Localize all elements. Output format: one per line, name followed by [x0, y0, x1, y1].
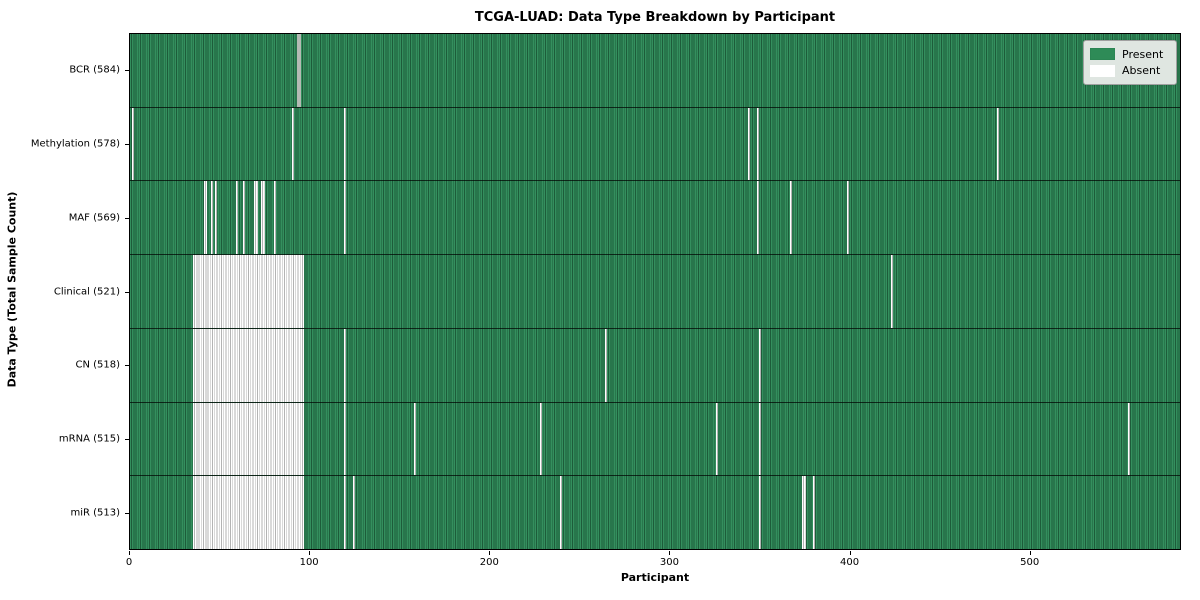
- absent-stripe: [352, 476, 355, 550]
- absent-stripe: [203, 181, 208, 255]
- heatmap-row: [130, 327, 1180, 402]
- absent-stripe: [847, 181, 850, 255]
- plot-area: [129, 33, 1181, 550]
- ytick-label: Methylation (578): [30, 138, 120, 150]
- ytick-label: MAF (569): [68, 212, 120, 224]
- xtick-label: 200: [479, 557, 499, 568]
- heatmap-row: [130, 106, 1180, 181]
- ytick-label: mRNA (515): [58, 433, 120, 445]
- absent-stripe: [243, 181, 246, 255]
- heatmap-row: [130, 475, 1180, 550]
- absent-stripe: [343, 402, 346, 476]
- absent-stripe: [716, 402, 719, 476]
- ytick-mark: [125, 291, 129, 293]
- absent-stripe: [210, 181, 213, 255]
- absent-stripe: [236, 181, 239, 255]
- legend-present-label: Present: [1122, 47, 1164, 61]
- ytick-mark: [125, 513, 129, 515]
- absent-stripe: [343, 107, 346, 181]
- xtick-label: 100: [299, 557, 319, 568]
- absent-stripe: [759, 476, 762, 550]
- absent-stripe: [757, 107, 760, 181]
- ytick-mark: [125, 365, 129, 367]
- absent-stripe: [343, 328, 346, 402]
- present-swatch-icon: [1090, 48, 1115, 61]
- xtick-mark: [669, 551, 671, 555]
- legend-entry-absent: Absent: [1090, 64, 1170, 77]
- absent-stripe: [131, 107, 134, 181]
- ytick-mark: [125, 217, 129, 219]
- absent-stripe: [996, 107, 999, 181]
- legend-entry-present: Present: [1090, 48, 1170, 61]
- heatmap-row: [130, 401, 1180, 476]
- xtick-label: 500: [1020, 557, 1040, 568]
- ytick-label: CN (518): [75, 359, 120, 371]
- xtick-label: 0: [125, 557, 133, 568]
- ytick-mark: [125, 69, 129, 71]
- ytick-mark: [125, 143, 129, 145]
- absent-stripe: [273, 181, 276, 255]
- absent-stripe: [802, 476, 807, 550]
- absent-swatch-icon: [1090, 64, 1115, 77]
- absent-stripe: [890, 255, 893, 328]
- heatmap-row: [130, 180, 1180, 255]
- absent-stripe: [604, 328, 607, 402]
- xtick-mark: [1029, 551, 1031, 555]
- xtick-mark: [309, 551, 311, 555]
- absent-stripe: [539, 402, 542, 476]
- absent-stripe: [759, 328, 762, 402]
- absent-stripe: [1127, 402, 1130, 476]
- absent-stripe: [261, 181, 265, 255]
- absent-stripe: [748, 107, 751, 181]
- ytick-mark: [125, 439, 129, 441]
- ytick-label: Clinical (521): [53, 286, 120, 297]
- legend: Present Absent: [1083, 40, 1177, 85]
- xtick-mark: [849, 551, 851, 555]
- chart-title: TCGA-LUAD: Data Type Breakdown by Partic…: [474, 10, 836, 25]
- legend-absent-label: Absent: [1122, 64, 1161, 78]
- absent-stripe: [192, 402, 305, 476]
- absent-stripe: [813, 476, 816, 550]
- heatmap-row: [130, 254, 1180, 328]
- x-axis-label: Participant: [620, 571, 690, 584]
- absent-stripe: [559, 476, 562, 550]
- xtick-label: 400: [840, 557, 860, 568]
- absent-stripe: [214, 181, 217, 255]
- absent-stripe: [414, 402, 417, 476]
- absent-stripe: [759, 402, 762, 476]
- absent-stripe: [757, 181, 760, 255]
- heatmap-row: [130, 34, 1180, 107]
- absent-stripe: [343, 181, 346, 255]
- absent-stripe: [291, 107, 294, 181]
- absent-stripe: [192, 255, 305, 328]
- absent-stripe: [192, 476, 305, 550]
- ytick-label: miR (513): [70, 507, 120, 519]
- xtick-mark: [489, 551, 491, 555]
- xtick-mark: [129, 551, 130, 555]
- absent-stripe: [254, 181, 258, 255]
- artifact-stripe: [297, 34, 301, 107]
- absent-stripe: [343, 476, 346, 550]
- absent-stripe: [192, 328, 305, 402]
- ytick-label: BCR (584): [69, 64, 120, 76]
- xtick-label: 300: [659, 557, 679, 568]
- absent-stripe: [789, 181, 792, 255]
